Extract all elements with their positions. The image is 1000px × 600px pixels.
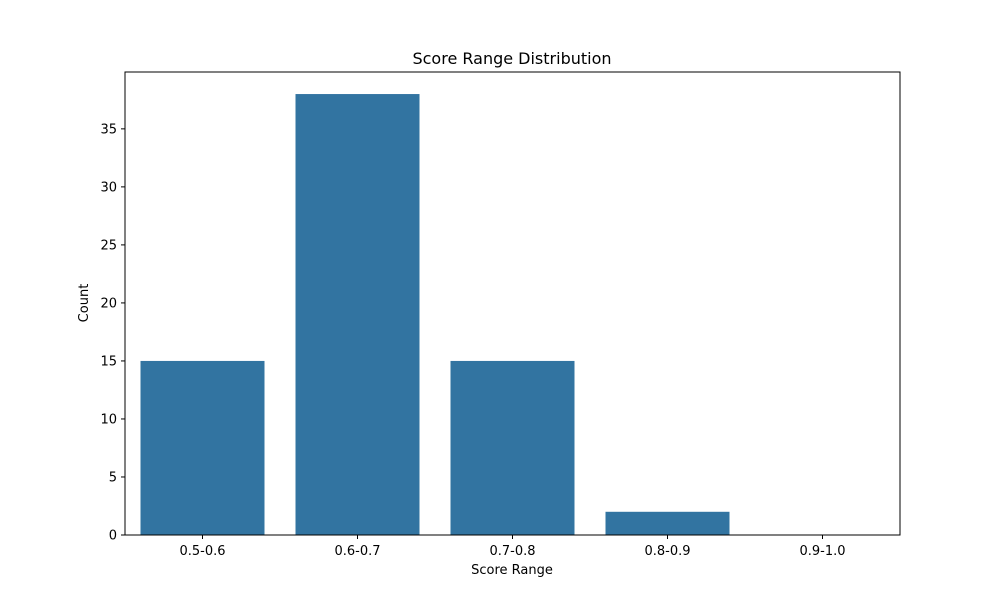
bar-0.6-0.7 — [295, 94, 420, 536]
y-axis-ticks: 0 5 10 15 20 25 30 35 — [100, 122, 125, 544]
bar-0.8-0.9 — [605, 511, 730, 535]
y-tick-label: 10 — [100, 412, 117, 427]
y-tick-label: 30 — [100, 180, 117, 195]
bar-0.5-0.6 — [140, 360, 265, 535]
y-tick-label: 15 — [100, 354, 117, 369]
x-tick-label: 0.8-0.9 — [644, 544, 690, 559]
y-tick-label: 35 — [100, 122, 117, 137]
bars-layer — [140, 94, 730, 536]
y-axis-label: Count — [77, 284, 92, 323]
y-tick-label: 5 — [109, 470, 117, 485]
bar-0.7-0.8 — [450, 360, 575, 535]
x-tick-label: 0.5-0.6 — [179, 544, 225, 559]
x-axis-ticks: 0.5-0.6 0.6-0.7 0.7-0.8 0.8-0.9 0.9-1.0 — [179, 535, 846, 559]
x-tick-label: 0.6-0.7 — [334, 544, 380, 559]
chart-title: Score Range Distribution — [412, 49, 611, 68]
y-tick-label: 20 — [100, 296, 117, 311]
y-tick-label: 0 — [109, 529, 117, 544]
y-tick-label: 25 — [100, 238, 117, 253]
x-tick-label: 0.9-1.0 — [799, 544, 845, 559]
x-axis-label: Score Range — [471, 563, 553, 578]
plot-frame — [124, 71, 901, 536]
x-tick-label: 0.7-0.8 — [489, 544, 535, 559]
